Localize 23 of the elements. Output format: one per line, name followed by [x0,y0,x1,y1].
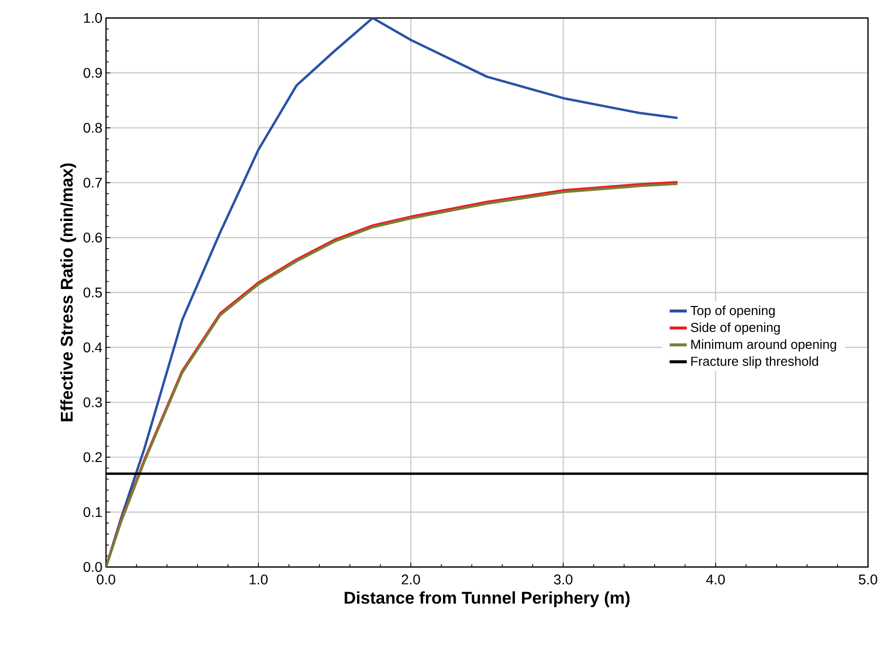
y-tick-label: 0.6 [84,232,102,243]
x-tick-label: 3.0 [554,574,572,584]
y-tick-label: 0.1 [84,507,102,518]
y-axis-title: Effective Stress Ratio (min/max) [60,163,76,422]
legend-label: Side of opening [690,322,780,335]
y-tick-label: 0.2 [84,452,102,462]
x-tick-label: 5.0 [858,574,878,584]
y-tick-label: 0.5 [84,288,102,298]
x-tick-label: 2.0 [402,574,420,584]
legend-label: Top of opening [690,306,775,318]
x-tick-label: 0.0 [96,574,116,584]
y-tick-label: 0.8 [84,122,102,133]
y-tick-label: 0.4 [84,342,102,352]
y-tick-label: 0.7 [84,178,102,188]
y-tick-label: 0.3 [84,397,102,408]
legend-label: Minimum around opening [691,339,836,352]
legend-label: Fracture slip threshold [691,356,818,368]
y-tick-label: 1.0 [84,13,102,23]
y-tick-label: 0.9 [84,68,102,78]
y-tick-label: 0.0 [84,562,102,572]
x-axis-title: Distance from Tunnel Periphery (m) [344,591,630,608]
x-tick-label: 1.0 [250,574,268,584]
x-tick-label: 4.0 [706,574,725,584]
